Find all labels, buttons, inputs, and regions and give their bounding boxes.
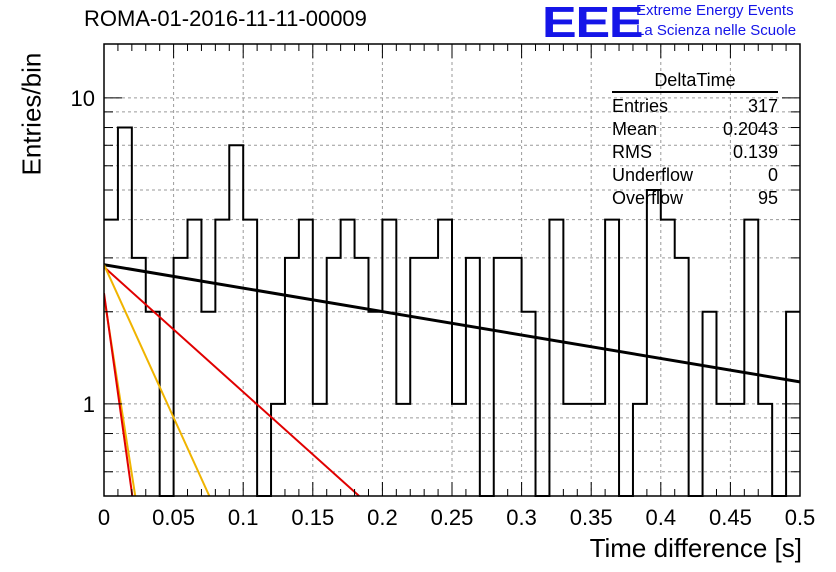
chart-title: ROMA-01-2016-11-11-00009 xyxy=(84,6,367,31)
x-tick-label: 0.1 xyxy=(228,505,259,530)
x-tick-label: 0.4 xyxy=(646,505,677,530)
stats-value: 317 xyxy=(747,96,778,116)
x-tick-label: 0.45 xyxy=(709,505,752,530)
stats-row-underflow: Underflow 0 xyxy=(612,164,778,187)
x-axis-label: Time difference [s] xyxy=(589,533,802,563)
stats-label: Entries xyxy=(612,96,669,116)
fit-line xyxy=(104,263,800,384)
stats-row-overflow: Overflow 95 xyxy=(612,187,778,210)
stats-row-rms: RMS 0.139 xyxy=(612,141,778,164)
logo-line-2: La Scienza nelle Scuole xyxy=(636,22,797,39)
stats-value: 95 xyxy=(757,188,778,208)
logo-line-1: Extreme Energy Events xyxy=(636,2,794,19)
histogram-series xyxy=(104,126,800,497)
stats-label: Mean xyxy=(612,119,658,139)
y-tick-label: 10 xyxy=(71,86,95,111)
x-tick-label: 0 xyxy=(98,505,110,530)
stats-box: DeltaTime Entries 317 Mean 0.2043 RMS 0.139… xyxy=(612,70,778,210)
fit-line xyxy=(104,266,360,496)
fit-line xyxy=(104,293,134,496)
stats-label: Underflow xyxy=(612,165,694,185)
x-tick-label: 0.15 xyxy=(291,505,334,530)
stats-value: 0 xyxy=(767,165,778,185)
stats-row-mean: Mean 0.2043 xyxy=(612,118,778,141)
stats-label: Overflow xyxy=(612,188,684,208)
x-tick-label: 0.35 xyxy=(570,505,613,530)
stats-label: RMS xyxy=(612,142,652,162)
stats-value: 0.2043 xyxy=(722,119,778,139)
x-tick-label: 0.3 xyxy=(506,505,537,530)
y-tick-label: 1 xyxy=(83,392,95,417)
x-tick-label: 0.25 xyxy=(431,505,474,530)
stats-value: 0.139 xyxy=(732,142,778,162)
fit-line xyxy=(104,264,211,496)
x-tick-label: 0.05 xyxy=(152,505,195,530)
stats-row-entries: Entries 317 xyxy=(612,95,778,118)
eee-logo-mark: EEE xyxy=(542,0,644,47)
stats-title: DeltaTime xyxy=(612,70,778,93)
x-tick-label: 0.2 xyxy=(367,505,398,530)
x-tick-label: 0.5 xyxy=(785,505,816,530)
